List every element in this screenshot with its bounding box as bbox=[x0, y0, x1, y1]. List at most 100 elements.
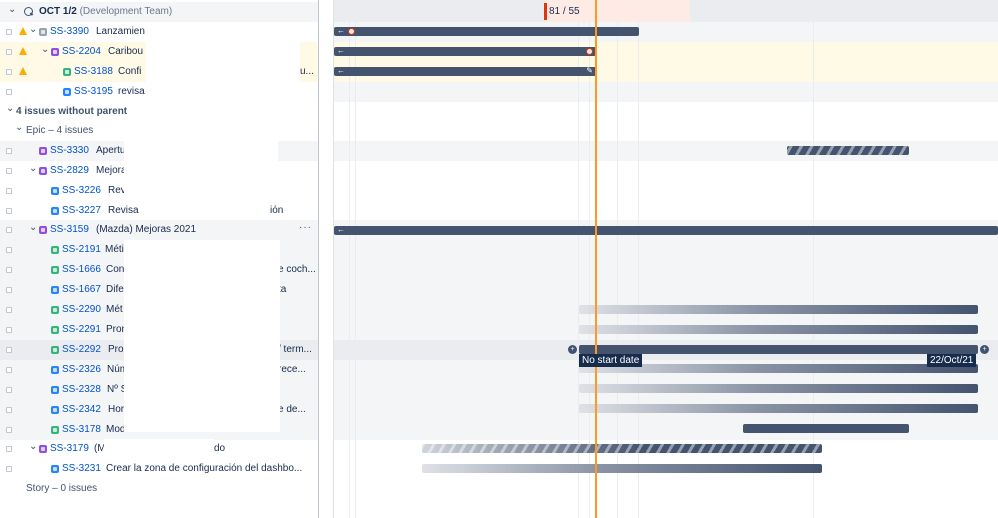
timeline-bar[interactable] bbox=[579, 325, 978, 334]
row-checkbox[interactable] bbox=[6, 247, 12, 253]
sprint-header-row[interactable]: OCT 1/2 (Development Team) bbox=[0, 2, 318, 22]
timeline-bar[interactable] bbox=[579, 384, 978, 393]
issue-summary[interactable]: Pro bbox=[108, 344, 124, 355]
issue-summary[interactable]: Pron bbox=[106, 324, 128, 335]
issue-summary[interactable]: Caribou bbox=[108, 46, 144, 57]
row-checkbox[interactable] bbox=[6, 188, 12, 194]
row-checkbox[interactable] bbox=[6, 69, 12, 75]
table-row[interactable]: SS-3390 Lanzamien bbox=[0, 22, 318, 42]
row-checkbox[interactable] bbox=[6, 208, 12, 214]
table-row[interactable]: SS-3226 Rev bbox=[0, 181, 318, 201]
table-row[interactable]: SS-2204 Caribou bbox=[0, 42, 318, 62]
timeline-bar[interactable]: ← bbox=[334, 225, 998, 235]
issue-summary[interactable]: Rev bbox=[108, 185, 126, 196]
issue-summary[interactable]: Lanzamien bbox=[96, 26, 145, 37]
table-row[interactable]: SS-3179 (M do bbox=[0, 439, 318, 459]
chevron-down-icon[interactable] bbox=[8, 8, 16, 16]
row-checkbox[interactable] bbox=[6, 267, 12, 273]
issue-key[interactable]: SS-3188 bbox=[74, 66, 113, 77]
issue-key[interactable]: SS-3390 bbox=[50, 26, 89, 37]
issue-summary[interactable]: Méti bbox=[105, 244, 124, 255]
chevron-down-icon[interactable] bbox=[29, 28, 37, 36]
chevron-down-icon[interactable] bbox=[29, 445, 37, 453]
issue-key[interactable]: SS-3178 bbox=[62, 424, 101, 435]
table-row[interactable]: SS-3330 Apertu bbox=[0, 141, 318, 161]
chevron-down-icon[interactable] bbox=[29, 167, 37, 175]
issue-key[interactable]: SS-2326 bbox=[62, 364, 101, 375]
timeline-bar[interactable]: ← bbox=[334, 26, 639, 36]
arrow-left-icon[interactable]: ← bbox=[337, 225, 345, 234]
row-checkbox[interactable] bbox=[6, 367, 12, 373]
issue-key[interactable]: SS-3179 bbox=[50, 443, 89, 454]
timeline-bar[interactable] bbox=[743, 424, 909, 433]
issue-key[interactable]: SS-3227 bbox=[62, 205, 101, 216]
issue-summary[interactable]: Con bbox=[106, 264, 125, 275]
timeline-bar[interactable] bbox=[787, 146, 909, 155]
group-header-epic[interactable]: Epic – 4 issues bbox=[0, 121, 318, 141]
table-row[interactable]: SS-3159 (Mazda) Mejoras 2021 ··· bbox=[0, 220, 318, 240]
issue-key[interactable]: SS-3231 bbox=[62, 463, 101, 474]
issue-key[interactable]: SS-2191 bbox=[62, 244, 101, 255]
row-checkbox[interactable] bbox=[6, 387, 12, 393]
issue-key[interactable]: SS-3226 bbox=[62, 185, 101, 196]
arrow-left-icon[interactable]: ← bbox=[337, 46, 345, 55]
chevron-down-icon[interactable] bbox=[6, 107, 14, 115]
add-end-date-button[interactable]: + bbox=[980, 345, 989, 354]
timeline-bar[interactable]: ← ✎ bbox=[334, 66, 596, 76]
timeline-bar[interactable] bbox=[422, 444, 822, 453]
timeline-bar[interactable] bbox=[579, 345, 978, 354]
issue-summary[interactable]: Núm bbox=[107, 364, 129, 375]
timeline-bar[interactable]: ← bbox=[334, 46, 596, 56]
issue-summary[interactable]: Mejora bbox=[96, 165, 127, 176]
issue-key[interactable]: SS-2290 bbox=[62, 304, 101, 315]
issue-key[interactable]: SS-1666 bbox=[62, 264, 101, 275]
issue-key[interactable]: SS-3330 bbox=[50, 145, 89, 156]
group-header-story[interactable]: Story – 0 issues bbox=[0, 479, 318, 499]
arrow-left-icon[interactable]: ← bbox=[337, 66, 345, 75]
row-checkbox[interactable] bbox=[6, 49, 12, 55]
table-row[interactable]: SS-2829 Mejora bbox=[0, 161, 318, 181]
row-checkbox[interactable] bbox=[6, 287, 12, 293]
issue-key[interactable]: SS-2292 bbox=[62, 344, 101, 355]
issue-summary[interactable]: (Mazda) Mejoras 2021 bbox=[96, 224, 197, 235]
issue-key[interactable]: SS-2204 bbox=[62, 46, 101, 57]
timeline-bar[interactable] bbox=[579, 305, 978, 314]
issue-key[interactable]: SS-2291 bbox=[62, 324, 101, 335]
table-row[interactable]: SS-3231 Crear la zona de configuración d… bbox=[0, 459, 318, 479]
issue-key[interactable]: SS-2342 bbox=[62, 404, 101, 415]
issue-key[interactable]: SS-1667 bbox=[62, 284, 101, 295]
issue-key[interactable]: SS-3159 bbox=[50, 224, 89, 235]
issue-summary[interactable]: Crear la zona de configuración del dashb… bbox=[106, 463, 303, 474]
row-checkbox[interactable] bbox=[6, 327, 12, 333]
group-header-no-parent[interactable]: 4 issues without parent bbox=[0, 102, 318, 122]
issue-summary[interactable]: (M bbox=[94, 443, 106, 454]
issue-summary[interactable]: Dife bbox=[106, 284, 124, 295]
table-row[interactable]: SS-3195 revisa bbox=[0, 82, 318, 102]
row-checkbox[interactable] bbox=[6, 427, 12, 433]
arrow-left-icon[interactable]: ← bbox=[337, 26, 345, 35]
issue-summary[interactable]: Apertu bbox=[96, 145, 126, 156]
row-checkbox[interactable] bbox=[6, 148, 12, 154]
table-row[interactable]: SS-3188 Confi u... bbox=[0, 62, 318, 82]
row-checkbox[interactable] bbox=[6, 168, 12, 174]
row-checkbox[interactable] bbox=[6, 307, 12, 313]
table-row[interactable]: SS-3227 Revisa ión bbox=[0, 201, 318, 221]
chevron-down-icon[interactable] bbox=[29, 226, 37, 234]
issue-summary[interactable]: Mét bbox=[106, 304, 123, 315]
pencil-icon[interactable]: ✎ bbox=[586, 66, 593, 75]
row-checkbox[interactable] bbox=[6, 407, 12, 413]
row-checkbox[interactable] bbox=[6, 347, 12, 353]
issue-summary[interactable]: Nº S bbox=[107, 384, 128, 395]
issue-key[interactable]: SS-3195 bbox=[74, 86, 113, 97]
issue-summary[interactable]: revisa bbox=[118, 86, 145, 97]
more-actions-icon[interactable]: ··· bbox=[299, 222, 312, 233]
issue-summary[interactable]: Revisa bbox=[108, 205, 139, 216]
issue-summary[interactable]: Hor bbox=[108, 404, 125, 415]
row-checkbox[interactable] bbox=[6, 89, 12, 95]
issue-summary[interactable]: Confi bbox=[118, 66, 142, 77]
issue-summary[interactable]: Mod bbox=[106, 424, 126, 435]
timeline-bar[interactable] bbox=[579, 404, 978, 413]
chevron-down-icon[interactable] bbox=[41, 48, 49, 56]
issue-key[interactable]: SS-2829 bbox=[50, 165, 89, 176]
chevron-down-icon[interactable] bbox=[15, 126, 23, 134]
